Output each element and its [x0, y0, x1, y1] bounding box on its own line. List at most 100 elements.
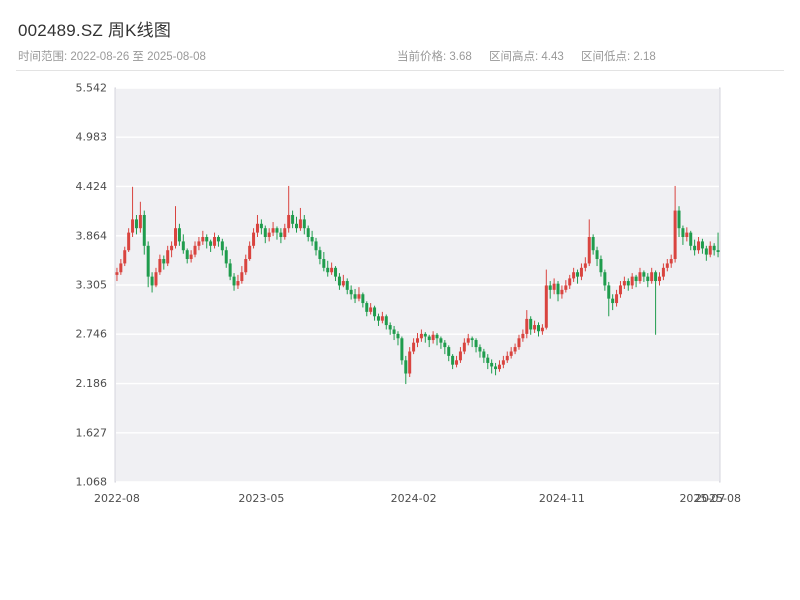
candle-body [673, 210, 677, 260]
candle-body [658, 276, 661, 282]
candle-body [326, 267, 330, 273]
candle-body [587, 237, 591, 264]
candle-body [314, 241, 318, 251]
stat-range-high-value: 4.43 [541, 51, 564, 63]
candle-body [158, 259, 162, 273]
candle-body [131, 219, 135, 233]
candle-body [646, 276, 650, 282]
candle-body [638, 272, 642, 282]
candle-body [697, 241, 701, 251]
time-range-label: 时间范围: 2022-08-26 至 2025-08-08 [18, 51, 206, 63]
candle-body [677, 210, 681, 229]
candle-body [494, 366, 498, 370]
candle-body [396, 333, 400, 339]
candle-body [443, 342, 447, 348]
candle-body [447, 347, 451, 356]
candle-body [451, 355, 455, 365]
candle-body [435, 334, 439, 339]
candle-body [185, 250, 189, 260]
candle-body [529, 318, 533, 330]
candle-body [193, 245, 197, 255]
candle-body [146, 245, 150, 277]
candle-body [310, 237, 314, 242]
candle-body [572, 272, 576, 279]
candle-body [216, 237, 220, 242]
candle-body [521, 333, 525, 339]
candle-body [517, 338, 521, 348]
stat-current-price-value: 3.68 [449, 51, 472, 63]
candle-body [232, 276, 236, 286]
candle-body [626, 281, 630, 286]
candle-body [197, 241, 201, 246]
candle-body [540, 327, 544, 332]
candle-body [501, 360, 505, 365]
candle-body [615, 294, 619, 304]
candle-body [376, 316, 380, 321]
candle-body [127, 232, 131, 251]
x-tick-label: 2022-08 [94, 492, 140, 505]
candle-body [669, 259, 673, 264]
x-tick-label: 2023-05 [238, 492, 284, 505]
candle-body [474, 340, 478, 348]
candle-body [412, 342, 416, 352]
candle-body [341, 281, 345, 286]
candle-body [618, 285, 622, 295]
candle-body [607, 285, 611, 299]
candle-body [174, 228, 177, 246]
candle-body [349, 289, 353, 295]
y-tick-label: 2.746 [76, 328, 108, 341]
candle-body [490, 362, 494, 367]
candle-body [560, 289, 564, 295]
candle-body [665, 263, 669, 268]
candle-body [201, 237, 205, 242]
candle-body [611, 298, 615, 304]
candle-body [337, 276, 341, 286]
stat-current-price: 当前价格: 3.68 [397, 51, 472, 63]
candle-body [416, 338, 419, 343]
candle-body [466, 338, 470, 343]
candle-body [189, 254, 193, 260]
candle-body [568, 278, 572, 286]
candle-body [404, 360, 408, 374]
candle-body [654, 272, 658, 282]
candle-body [583, 263, 587, 268]
stat-current-price-label: 当前价格: [397, 51, 447, 63]
candle-body [244, 259, 248, 273]
candle-body [162, 259, 166, 264]
candle-body [388, 325, 392, 330]
candle-body [392, 329, 396, 334]
candle-body [439, 338, 443, 343]
candle-body [423, 333, 427, 337]
candle-body [408, 351, 412, 374]
candle-body [267, 232, 271, 238]
candle-body [357, 294, 361, 299]
candle-body [318, 250, 322, 260]
stats-bar: 当前价格: 3.68 区间高点: 4.43 区间低点: 2.18 [397, 48, 670, 64]
candle-body [427, 336, 431, 341]
candle-body [240, 272, 244, 282]
candle-body [291, 214, 295, 224]
stat-range-low: 区间低点: 2.18 [581, 51, 656, 63]
y-tick-label: 2.186 [76, 377, 108, 390]
candle-body [704, 248, 708, 255]
candle-body [271, 228, 275, 233]
candle-body [306, 228, 310, 238]
candle-body [579, 267, 583, 277]
candle-body [134, 219, 138, 229]
stat-range-high-label: 区间高点: [489, 51, 539, 63]
candle-body [509, 351, 513, 356]
y-tick-label: 1.627 [76, 426, 108, 439]
header-divider [16, 70, 784, 71]
candle-body [486, 357, 490, 363]
candle-body [419, 333, 423, 339]
candle-body [123, 250, 127, 264]
candle-body [142, 214, 146, 246]
candle-body [482, 351, 486, 358]
candle-body [353, 294, 357, 299]
candle-body [322, 259, 326, 268]
candle-body [478, 347, 482, 352]
candle-body [591, 237, 595, 251]
candle-body [181, 241, 185, 251]
candle-body [681, 228, 685, 238]
